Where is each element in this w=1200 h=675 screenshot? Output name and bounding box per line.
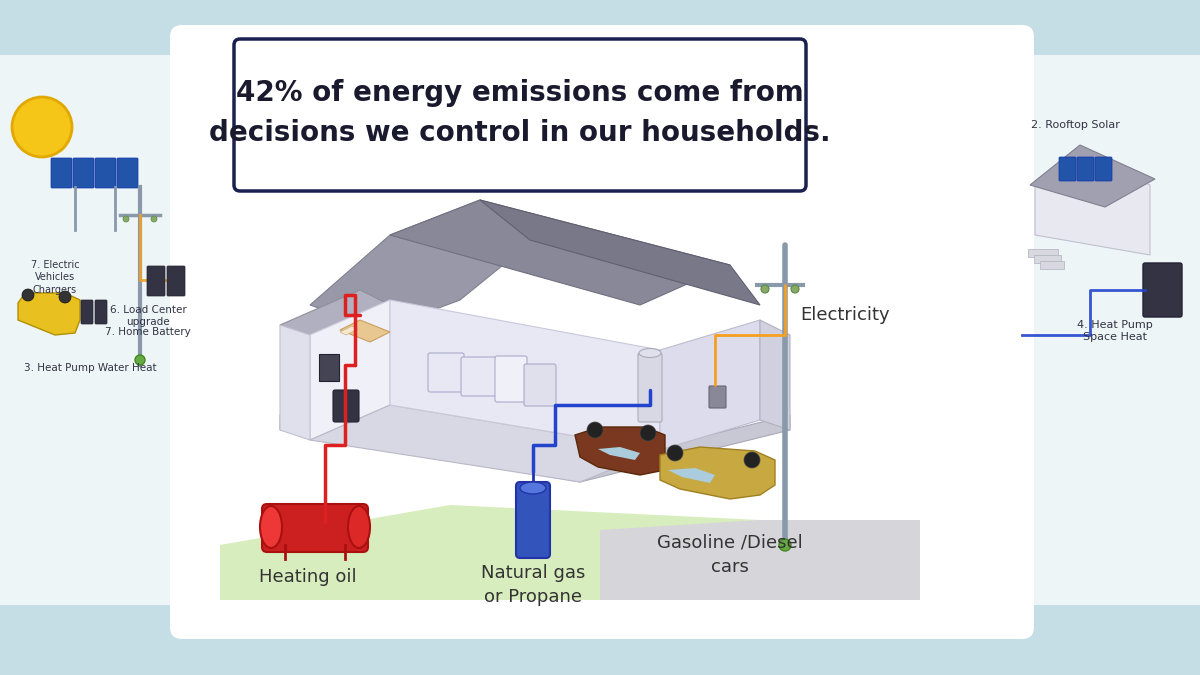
FancyBboxPatch shape — [1060, 157, 1076, 181]
Polygon shape — [310, 200, 540, 330]
Ellipse shape — [348, 506, 370, 548]
FancyBboxPatch shape — [73, 158, 94, 188]
FancyBboxPatch shape — [1028, 249, 1058, 257]
Polygon shape — [1034, 155, 1150, 255]
Circle shape — [791, 285, 799, 293]
FancyBboxPatch shape — [167, 266, 185, 296]
Circle shape — [22, 289, 34, 301]
Text: 7. Home Battery: 7. Home Battery — [106, 327, 191, 337]
Text: 42% of energy emissions come from
decisions we control in our households.: 42% of energy emissions come from decisi… — [209, 79, 830, 147]
FancyBboxPatch shape — [428, 353, 464, 392]
FancyBboxPatch shape — [262, 504, 368, 552]
FancyBboxPatch shape — [524, 364, 556, 406]
Polygon shape — [760, 320, 790, 430]
Polygon shape — [575, 427, 665, 475]
FancyBboxPatch shape — [1078, 157, 1094, 181]
Circle shape — [640, 425, 656, 441]
Polygon shape — [660, 447, 775, 499]
FancyBboxPatch shape — [334, 390, 359, 422]
Ellipse shape — [260, 506, 282, 548]
Text: Heating oil: Heating oil — [259, 568, 356, 586]
Polygon shape — [280, 415, 790, 482]
Polygon shape — [340, 320, 390, 342]
Text: 3. Heat Pump Water Heat: 3. Heat Pump Water Heat — [24, 363, 156, 373]
Text: Natural gas
or Propane: Natural gas or Propane — [481, 564, 586, 607]
Polygon shape — [668, 468, 715, 483]
FancyBboxPatch shape — [709, 386, 726, 408]
FancyBboxPatch shape — [50, 158, 72, 188]
FancyBboxPatch shape — [638, 353, 662, 422]
Text: Electricity: Electricity — [800, 306, 889, 324]
FancyBboxPatch shape — [118, 158, 138, 188]
Polygon shape — [310, 300, 390, 440]
Polygon shape — [600, 520, 920, 600]
FancyBboxPatch shape — [1096, 157, 1112, 181]
Polygon shape — [18, 293, 80, 335]
Circle shape — [761, 285, 769, 293]
Ellipse shape — [520, 546, 546, 558]
Text: Gasoline /Diesel
cars: Gasoline /Diesel cars — [658, 533, 803, 576]
Circle shape — [59, 291, 71, 303]
FancyBboxPatch shape — [1142, 263, 1182, 317]
FancyBboxPatch shape — [82, 300, 94, 324]
FancyBboxPatch shape — [0, 55, 194, 605]
FancyBboxPatch shape — [516, 482, 550, 558]
Circle shape — [151, 216, 157, 222]
Ellipse shape — [520, 482, 546, 494]
FancyBboxPatch shape — [95, 300, 107, 324]
Circle shape — [744, 452, 760, 468]
FancyBboxPatch shape — [1010, 55, 1200, 605]
Polygon shape — [480, 200, 760, 305]
Polygon shape — [310, 405, 660, 482]
Text: 6. Load Center
upgrade: 6. Load Center upgrade — [109, 305, 186, 327]
FancyBboxPatch shape — [234, 39, 806, 191]
Circle shape — [124, 216, 130, 222]
Circle shape — [134, 355, 145, 365]
Ellipse shape — [640, 348, 661, 358]
Circle shape — [12, 97, 72, 157]
Text: 7. Electric
Vehicles
Chargers: 7. Electric Vehicles Chargers — [31, 260, 79, 295]
Circle shape — [779, 539, 791, 551]
Polygon shape — [340, 326, 358, 335]
FancyBboxPatch shape — [461, 357, 497, 396]
Polygon shape — [390, 300, 660, 450]
FancyBboxPatch shape — [170, 25, 1034, 639]
FancyBboxPatch shape — [1034, 255, 1061, 263]
Text: 2. Rooftop Solar: 2. Rooftop Solar — [1031, 120, 1120, 130]
FancyBboxPatch shape — [496, 356, 527, 402]
Polygon shape — [280, 290, 390, 337]
Text: 4. Heat Pump
Space Heat: 4. Heat Pump Space Heat — [1078, 320, 1153, 342]
FancyBboxPatch shape — [319, 354, 340, 381]
FancyBboxPatch shape — [148, 266, 166, 296]
FancyBboxPatch shape — [95, 158, 116, 188]
Polygon shape — [280, 325, 310, 440]
FancyBboxPatch shape — [1040, 261, 1064, 269]
Polygon shape — [660, 320, 760, 450]
Polygon shape — [1030, 145, 1154, 207]
Polygon shape — [220, 505, 920, 600]
Polygon shape — [390, 200, 730, 305]
Polygon shape — [598, 447, 640, 460]
Circle shape — [667, 445, 683, 461]
Circle shape — [587, 422, 604, 438]
